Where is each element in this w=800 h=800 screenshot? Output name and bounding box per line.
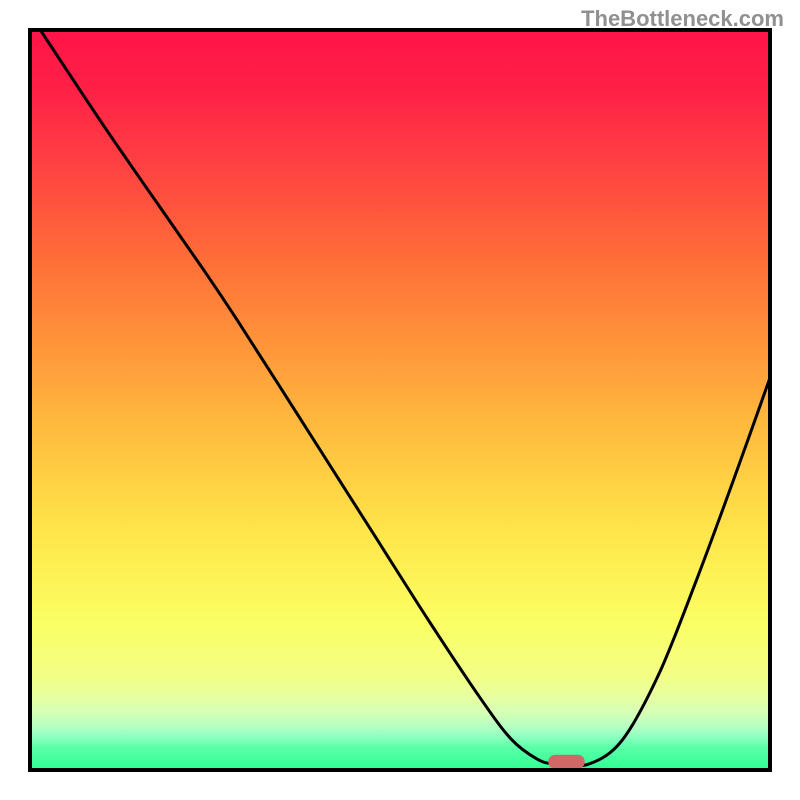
bottleneck-chart bbox=[0, 0, 800, 800]
marker-pill bbox=[549, 755, 585, 768]
chart-container: TheBottleneck.com bbox=[0, 0, 800, 800]
gradient-background bbox=[30, 30, 770, 770]
